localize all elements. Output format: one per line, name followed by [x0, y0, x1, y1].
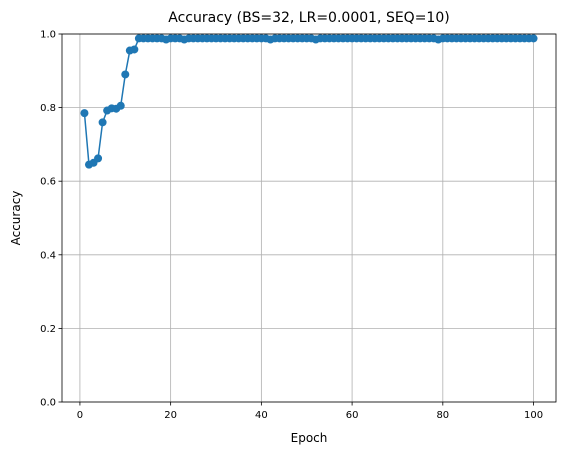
series-accuracy: [80, 34, 538, 169]
y-axis-title: Accuracy: [9, 191, 23, 246]
x-tick-label: 0: [77, 410, 83, 421]
y-tick-label: 0.8: [40, 103, 56, 114]
chart-title: Accuracy (BS=32, LR=0.0001, SEQ=10): [168, 10, 449, 26]
x-tick-label: 80: [436, 410, 449, 421]
y-tick-label: 0.4: [40, 250, 56, 261]
data-point: [121, 70, 130, 79]
y-tick-label: 0.2: [40, 324, 56, 335]
x-tick-label: 60: [346, 410, 359, 421]
data-point: [130, 45, 139, 54]
data-point: [116, 101, 125, 110]
series-line: [83, 37, 534, 166]
x-tick-label: 40: [255, 410, 268, 421]
x-axis-title: Epoch: [291, 431, 328, 445]
data-point: [80, 109, 89, 118]
x-tick-label: 20: [164, 410, 177, 421]
ticks: 0 20 40 60 80 100 0.0 0.2 0.4 0.6 0.8 1.0: [40, 30, 543, 422]
y-tick-label: 1.0: [40, 30, 56, 41]
data-point: [98, 118, 107, 127]
y-tick-label: 0.6: [40, 177, 56, 188]
data-point: [94, 154, 103, 163]
data-point: [529, 34, 538, 43]
y-tick-label: 0.0: [40, 398, 56, 409]
grid: [62, 33, 556, 403]
x-tick-label: 100: [524, 410, 543, 421]
plot-frame: [61, 33, 557, 403]
